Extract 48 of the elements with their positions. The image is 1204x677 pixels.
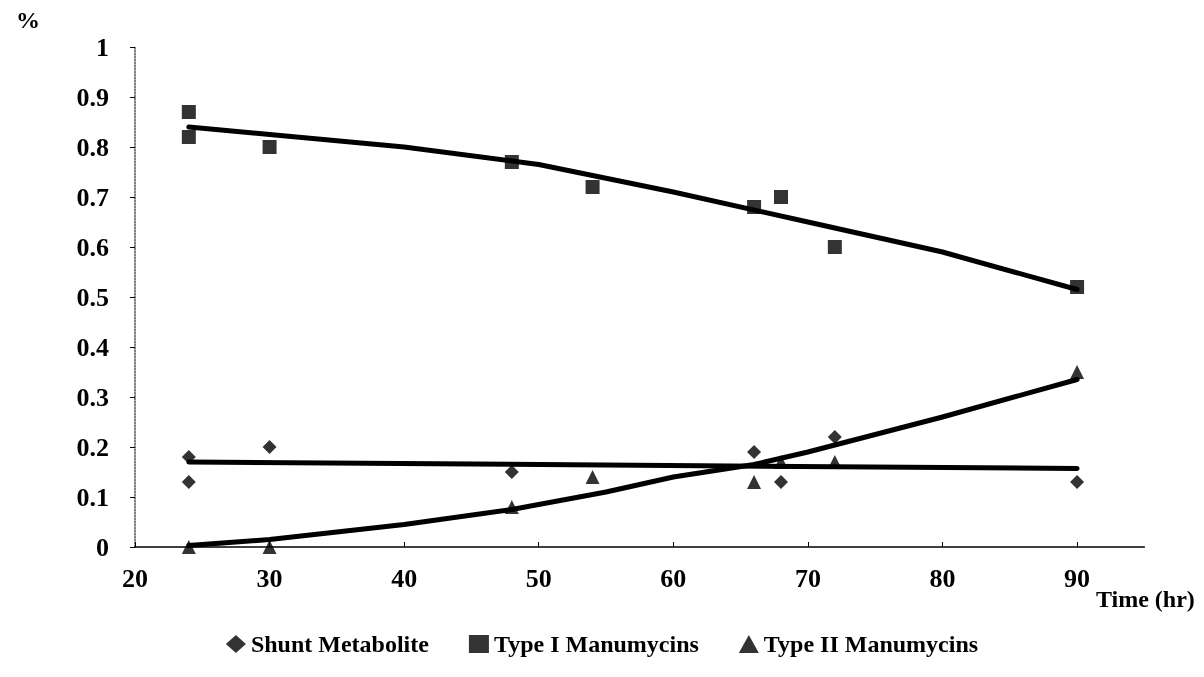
y-tick-label: 0.9 [76, 82, 109, 112]
point [262, 140, 277, 154]
point [827, 430, 842, 444]
point [1070, 280, 1085, 294]
point [747, 475, 762, 489]
point [585, 470, 600, 484]
y-tick-label: 0.7 [76, 182, 109, 212]
point [773, 190, 788, 204]
x-tick-label: 50 [525, 563, 552, 593]
point [1070, 365, 1085, 379]
x-tick-label: 60 [660, 563, 687, 593]
point [181, 105, 196, 119]
point [827, 240, 842, 254]
point [504, 465, 519, 479]
x-tick-label: 30 [256, 563, 283, 593]
x-axis-title: Time (hr) [1095, 586, 1195, 612]
y-axis-title: % [16, 7, 40, 33]
point [747, 445, 762, 459]
legend-label: Shunt Metabolite [250, 631, 430, 657]
point [504, 155, 519, 169]
point [262, 440, 277, 454]
legend-label: Type II Manumycins [763, 631, 979, 657]
point [585, 180, 600, 194]
point [181, 475, 196, 489]
point [181, 130, 196, 144]
point [181, 450, 196, 464]
point [504, 500, 519, 514]
x-tick-label: 40 [391, 563, 418, 593]
x-tick-label: 90 [1064, 563, 1091, 593]
x-tick-label: 80 [929, 563, 956, 593]
legend-label: Type I Manumycins [493, 631, 699, 657]
y-tick-label: 0.5 [76, 282, 109, 312]
y-tick-label: 0 [96, 532, 109, 562]
y-tick-label: 1 [96, 32, 109, 62]
y-tick-label: 0.2 [76, 432, 109, 462]
y-tick-label: 0.1 [76, 482, 109, 512]
point [1070, 475, 1085, 489]
y-tick-label: 0.4 [76, 332, 109, 362]
point [773, 455, 788, 469]
point [773, 475, 788, 489]
point [181, 540, 196, 554]
point [747, 200, 762, 214]
y-tick-label: 0.8 [76, 132, 109, 162]
point [262, 540, 277, 554]
y-tick-label: 0.3 [76, 382, 109, 412]
x-tick-label: 70 [794, 563, 821, 593]
x-tick-label: 20 [122, 563, 148, 593]
y-tick-label: 0.6 [76, 232, 109, 262]
